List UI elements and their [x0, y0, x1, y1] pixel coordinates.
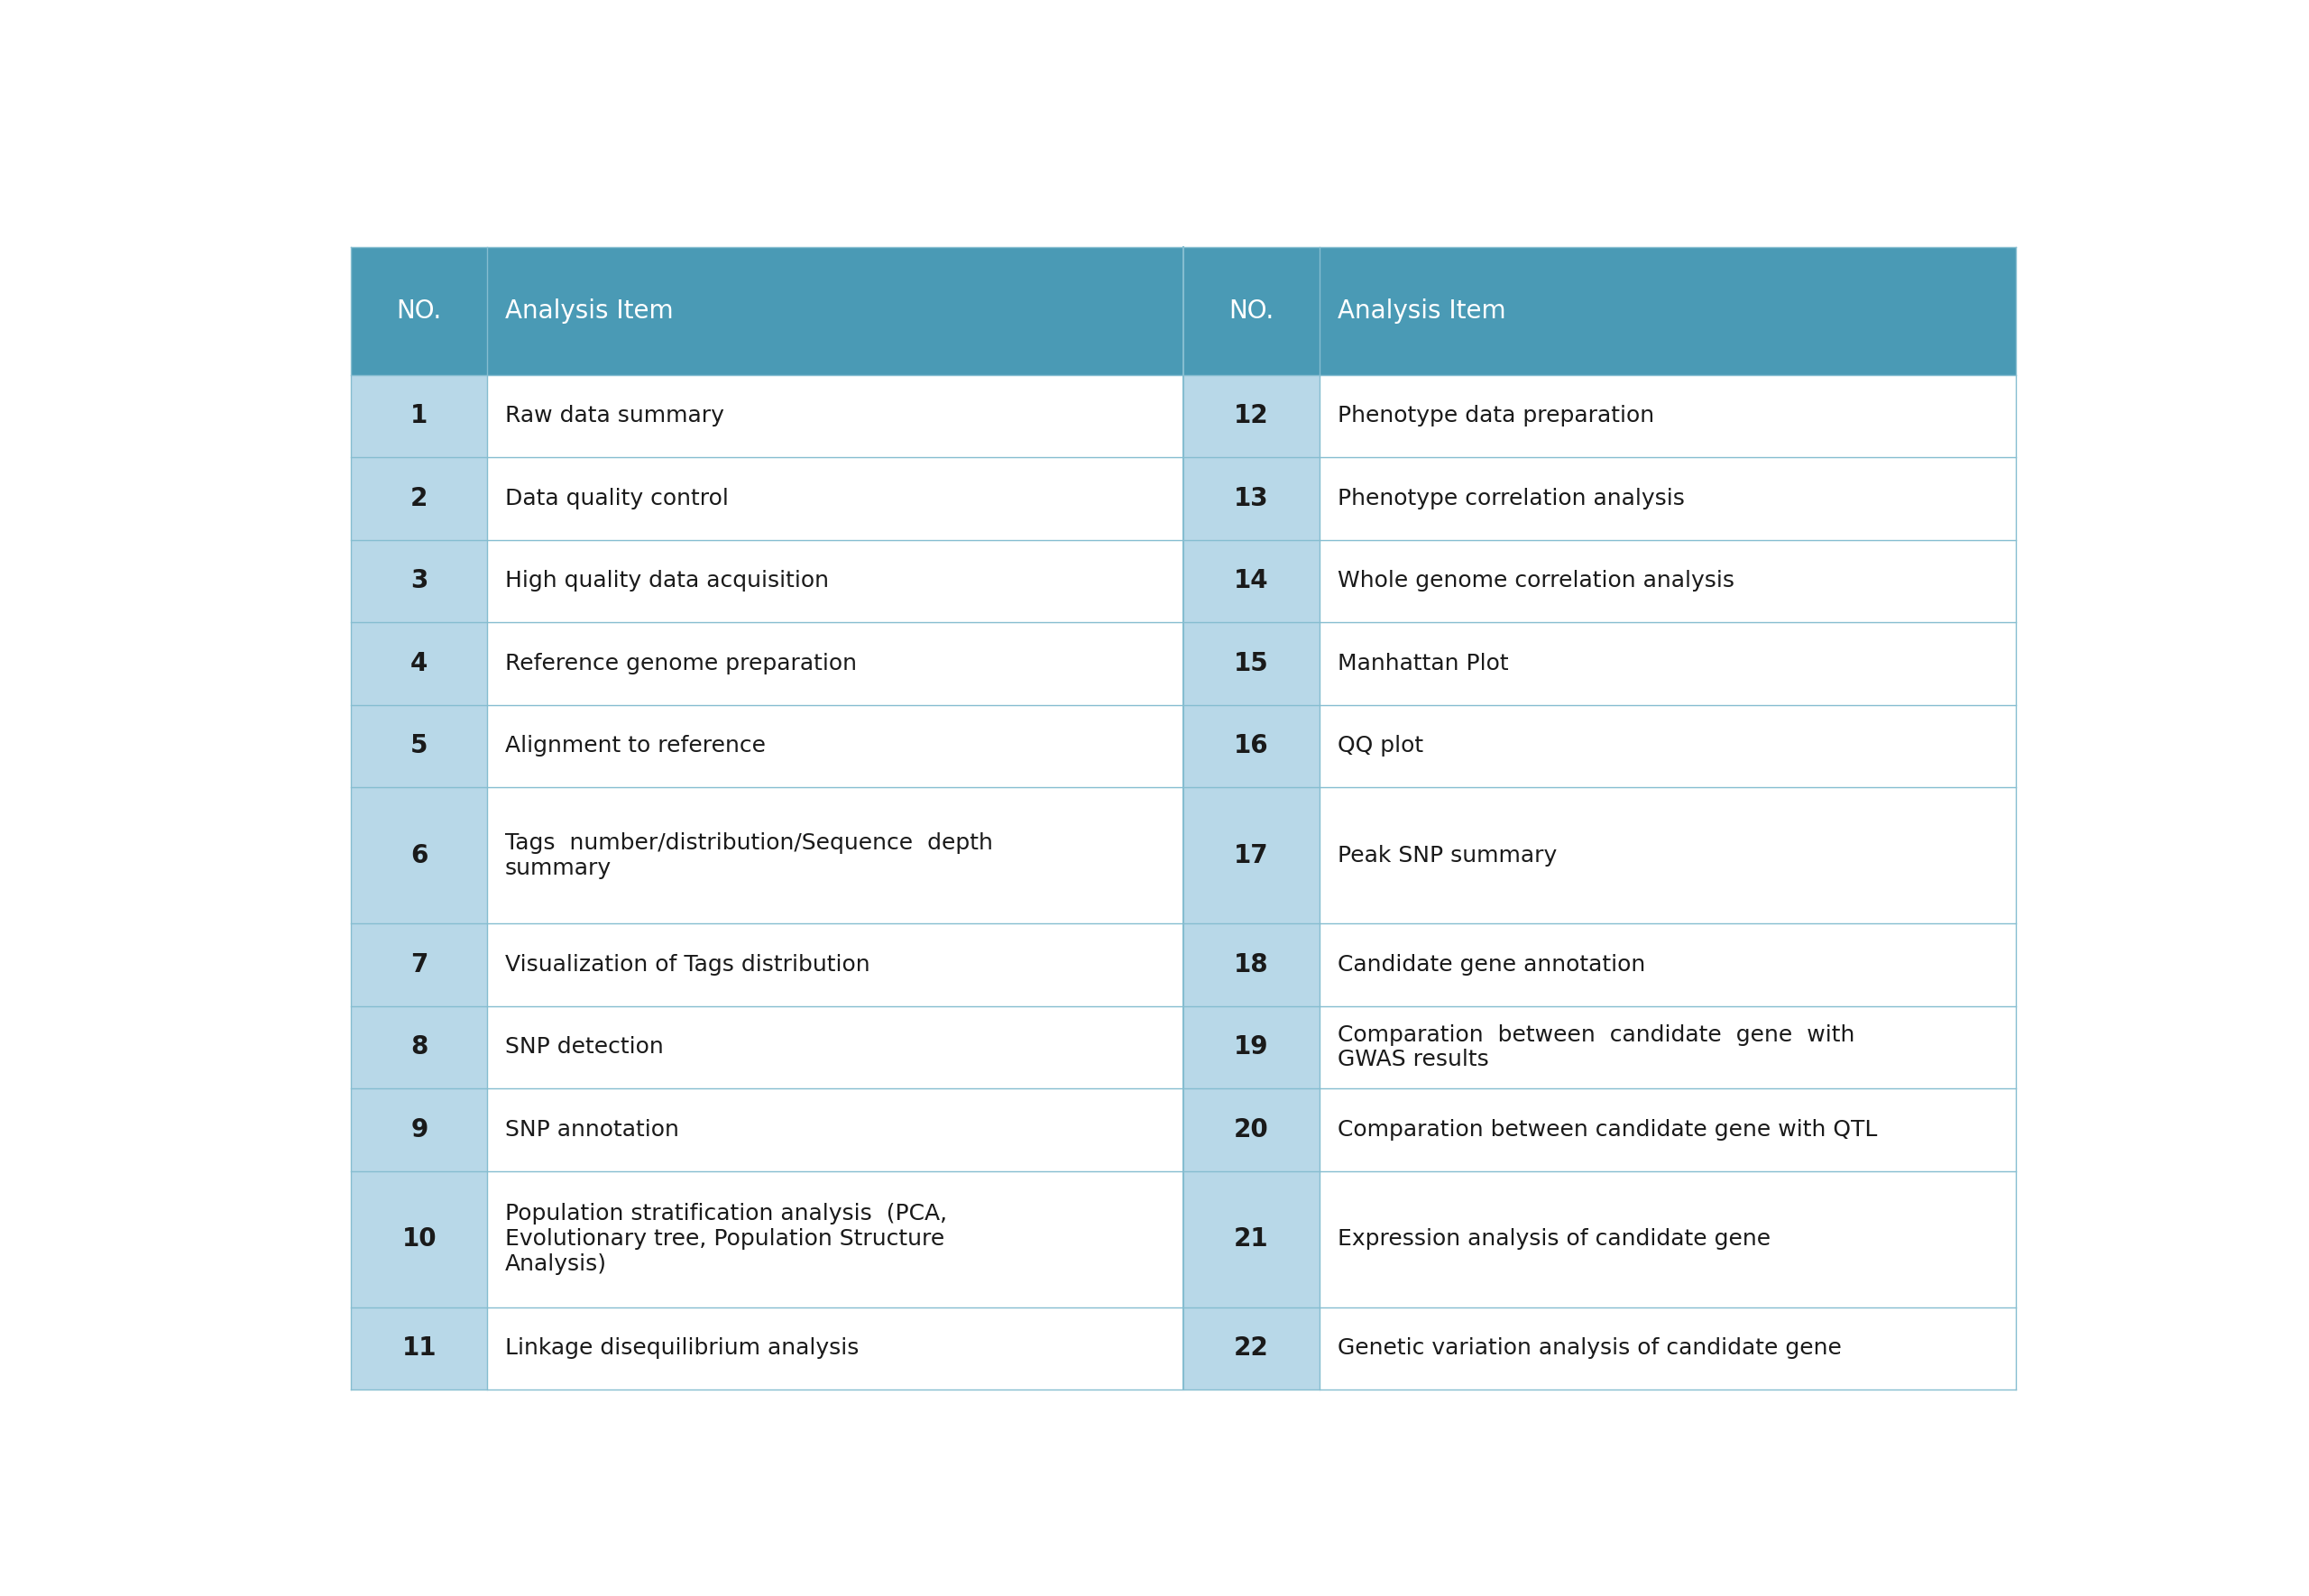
Bar [487, 622, 1185, 705]
Bar [487, 1307, 1185, 1390]
Text: Linkage disequilibrium analysis: Linkage disequilibrium analysis [506, 1337, 859, 1360]
Bar [351, 247, 2016, 375]
Text: Comparation  between  candidate  gene  with
GWAS results: Comparation between candidate gene with … [1337, 1025, 1854, 1071]
Bar [487, 539, 1185, 622]
Bar [1318, 539, 2016, 622]
Bar [351, 1307, 487, 1390]
Text: 6: 6 [411, 843, 427, 868]
Text: Population stratification analysis  (PCA,
Evolutionary tree, Population Structur: Population stratification analysis (PCA,… [506, 1203, 947, 1275]
Text: 20: 20 [1233, 1117, 1270, 1143]
Text: 3: 3 [411, 568, 427, 594]
Bar [1185, 1171, 1318, 1307]
Text: Tags  number/distribution/Sequence  depth
summary: Tags number/distribution/Sequence depth … [506, 832, 993, 879]
Bar [1185, 1088, 1318, 1171]
Text: Candidate gene annotation: Candidate gene annotation [1337, 954, 1644, 975]
Bar [351, 705, 487, 787]
Text: 5: 5 [411, 734, 427, 758]
Text: 8: 8 [411, 1034, 427, 1060]
Text: Data quality control: Data quality control [506, 488, 730, 509]
Bar [487, 1088, 1185, 1171]
Bar [1185, 456, 1318, 539]
Text: 19: 19 [1233, 1034, 1268, 1060]
Text: 2: 2 [411, 485, 427, 511]
Bar [1318, 1088, 2016, 1171]
Bar [1318, 1005, 2016, 1088]
Bar [1318, 705, 2016, 787]
Text: Raw data summary: Raw data summary [506, 405, 725, 426]
Bar [1318, 375, 2016, 456]
Text: Expression analysis of candidate gene: Expression analysis of candidate gene [1337, 1229, 1771, 1250]
Bar [351, 1088, 487, 1171]
Text: Comparation between candidate gene with QTL: Comparation between candidate gene with … [1337, 1119, 1877, 1141]
Text: 10: 10 [402, 1226, 436, 1251]
Bar [487, 705, 1185, 787]
Bar [351, 924, 487, 1005]
Text: Analysis Item: Analysis Item [506, 298, 674, 324]
Bar [1318, 622, 2016, 705]
Text: QQ plot: QQ plot [1337, 736, 1422, 757]
Text: 16: 16 [1233, 734, 1268, 758]
Text: Analysis Item: Analysis Item [1337, 298, 1505, 324]
Text: 21: 21 [1233, 1226, 1268, 1251]
Bar [1185, 787, 1318, 924]
Bar [351, 1171, 487, 1307]
Bar [1318, 924, 2016, 1005]
Text: 11: 11 [402, 1336, 436, 1361]
Bar [487, 787, 1185, 924]
Text: SNP annotation: SNP annotation [506, 1119, 679, 1141]
Bar [351, 787, 487, 924]
Text: NO.: NO. [1228, 298, 1275, 324]
Text: 7: 7 [411, 953, 427, 977]
Text: SNP detection: SNP detection [506, 1036, 663, 1058]
Bar [1185, 375, 1318, 456]
Bar [1185, 1005, 1318, 1088]
Bar [1185, 622, 1318, 705]
Bar [1185, 924, 1318, 1005]
Bar [487, 375, 1185, 456]
Text: Genetic variation analysis of candidate gene: Genetic variation analysis of candidate … [1337, 1337, 1840, 1360]
Text: 13: 13 [1233, 485, 1268, 511]
Bar [351, 375, 487, 456]
Text: 9: 9 [411, 1117, 427, 1143]
Bar [487, 1171, 1185, 1307]
Text: Reference genome preparation: Reference genome preparation [506, 653, 857, 675]
Text: 17: 17 [1233, 843, 1268, 868]
Text: NO.: NO. [397, 298, 441, 324]
Text: 1: 1 [411, 404, 427, 429]
Text: Alignment to reference: Alignment to reference [506, 736, 767, 757]
Text: Peak SNP summary: Peak SNP summary [1337, 844, 1556, 867]
Bar [1185, 539, 1318, 622]
Bar [487, 924, 1185, 1005]
Text: 18: 18 [1233, 953, 1268, 977]
Bar [351, 622, 487, 705]
Bar [1185, 1307, 1318, 1390]
Bar [1318, 1307, 2016, 1390]
Text: 4: 4 [411, 651, 427, 677]
Bar [351, 1005, 487, 1088]
Text: 15: 15 [1233, 651, 1270, 677]
Bar [1318, 456, 2016, 539]
Text: 12: 12 [1233, 404, 1268, 429]
Bar [1318, 1171, 2016, 1307]
Text: 22: 22 [1233, 1336, 1270, 1361]
Text: High quality data acquisition: High quality data acquisition [506, 570, 829, 592]
Text: Visualization of Tags distribution: Visualization of Tags distribution [506, 954, 870, 975]
Text: Phenotype data preparation: Phenotype data preparation [1337, 405, 1653, 426]
Text: Whole genome correlation analysis: Whole genome correlation analysis [1337, 570, 1734, 592]
Bar [1185, 705, 1318, 787]
Text: 14: 14 [1233, 568, 1268, 594]
Bar [487, 456, 1185, 539]
Text: Manhattan Plot: Manhattan Plot [1337, 653, 1508, 675]
Bar [487, 1005, 1185, 1088]
Bar [351, 456, 487, 539]
Bar [1318, 787, 2016, 924]
Bar [351, 539, 487, 622]
Text: Phenotype correlation analysis: Phenotype correlation analysis [1337, 488, 1683, 509]
